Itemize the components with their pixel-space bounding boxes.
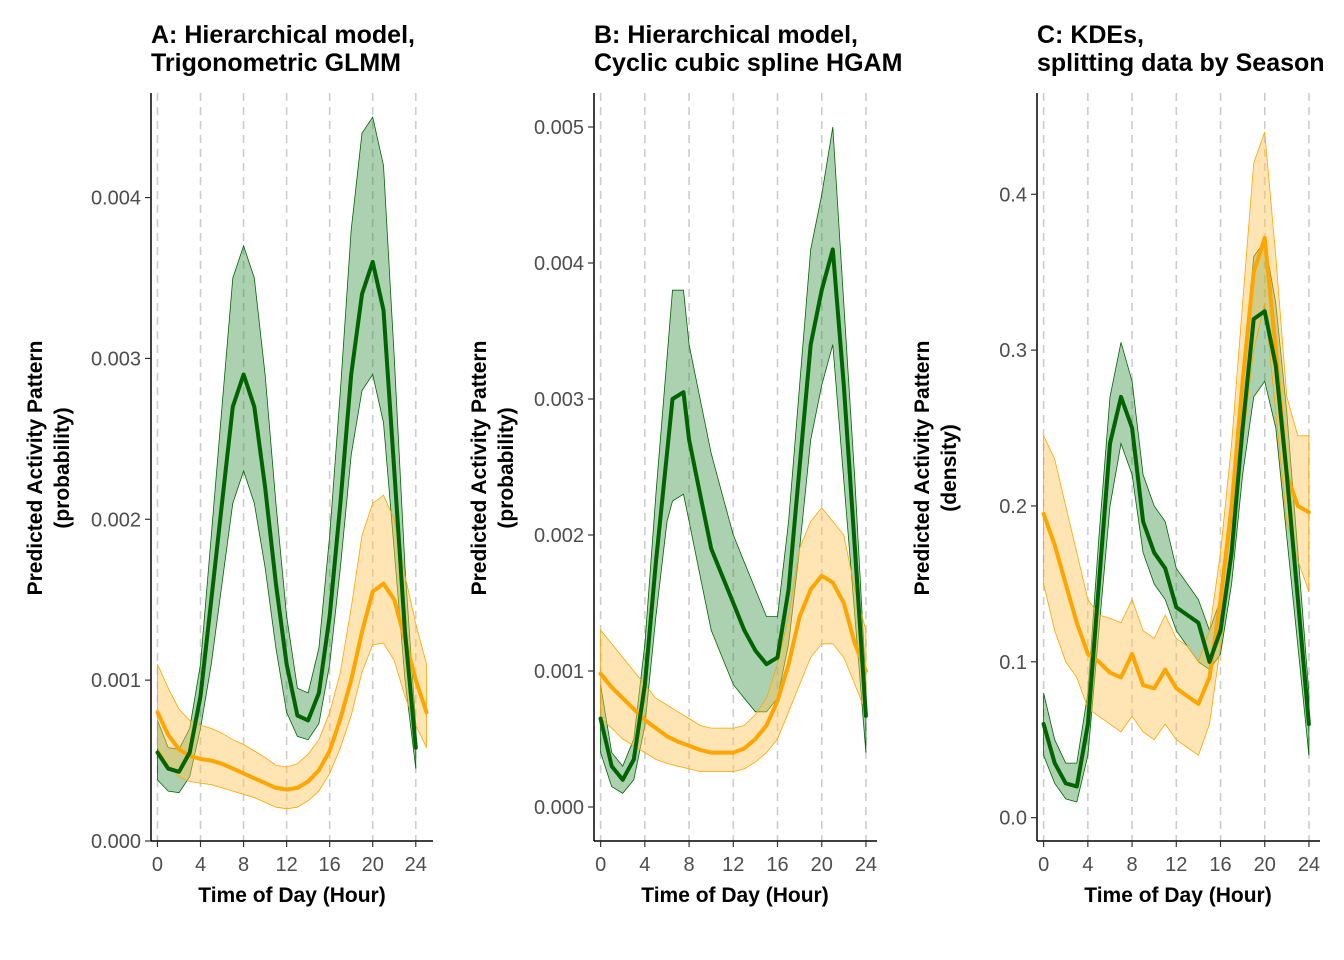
panel-a-y-axis-title-line1: Predicted Activity Pattern (24, 341, 47, 596)
panel-b-x-tick-label: 24 (855, 854, 877, 876)
panel-b-x-tick-label: 0 (595, 854, 606, 876)
panel-a-x-tick-label: 8 (238, 854, 249, 876)
panel-b-y-tick-label: 0.003 (534, 389, 584, 411)
panel-c-x-tick-label: 16 (1209, 854, 1231, 876)
panel-a-x-axis-title: Time of Day (Hour) (198, 884, 385, 907)
panel-c-y-tick-label: 0.4 (999, 184, 1027, 206)
panel-b-y-axis-title-line2: (probability) (495, 407, 518, 528)
panel-a-x-tick-label: 4 (195, 854, 206, 876)
panel-c-x-tick-label: 24 (1298, 854, 1320, 876)
panel-a-green-line (155, 259, 418, 774)
panel-a: A: Hierarchical model, Trigonometric GLM… (24, 21, 433, 907)
panel-b-x-tick-label: 8 (684, 854, 695, 876)
panel-c-x-tick-label: 8 (1127, 854, 1138, 876)
panel-b-y-tick-label: 0.001 (534, 661, 584, 683)
panel-c-green-ci-band (1043, 239, 1310, 803)
panel-a-title-line1: A: Hierarchical model, (151, 21, 415, 49)
panel-a-x-tick-label: 20 (362, 854, 384, 876)
panel-c-lines (1041, 235, 1311, 789)
panel-a-x-tick-label: 16 (319, 854, 341, 876)
panel-b-lines (598, 247, 868, 782)
panel-b-y-axis-title-line1: Predicted Activity Pattern (468, 341, 491, 596)
panel-b-x-ticks: 0 4 8 12 16 20 24 (595, 841, 877, 876)
panel-c: C: KDEs, splitting data by Season 0.0 0.1… (911, 21, 1325, 907)
panel-a-y-ticks: 0.000 0.001 0.002 0.003 0.004 (91, 188, 151, 853)
panel-a-x-tick-label: 12 (275, 854, 297, 876)
panel-a-y-tick-label: 0.000 (91, 831, 141, 853)
panel-b-x-axis-title: Time of Day (Hour) (641, 884, 828, 907)
panel-c-y-axis-title-line1: Predicted Activity Pattern (911, 341, 934, 596)
panel-c-y-tick-label: 0.3 (999, 340, 1027, 362)
panel-a-y-axis-title-line2: (probability) (51, 407, 74, 528)
panel-c-y-tick-label: 0.2 (999, 496, 1027, 518)
panel-c-y-tick-label: 0.1 (999, 652, 1027, 674)
panel-c-bands (1043, 131, 1310, 803)
panel-b-green-ci-band (600, 126, 867, 794)
panel-b-orange-line (598, 573, 868, 755)
panel-b-x-tick-label: 16 (766, 854, 788, 876)
panel-b: B: Hierarchical model, Cyclic cubic spli… (468, 21, 902, 907)
panel-c-y-ticks: 0.0 0.1 0.2 0.3 0.4 (999, 184, 1037, 830)
panel-c-x-tick-label: 0 (1038, 854, 1049, 876)
panel-c-x-tick-label: 12 (1165, 854, 1187, 876)
panel-b-y-ticks: 0.000 0.001 0.002 0.003 0.004 0.005 (534, 117, 594, 819)
panel-a-y-tick-label: 0.003 (91, 348, 141, 370)
panel-c-x-ticks: 0 4 8 12 16 20 24 (1038, 841, 1320, 876)
panel-c-x-tick-label: 4 (1082, 854, 1093, 876)
panel-c-title-line2: splitting data by Season (1037, 49, 1325, 77)
panel-c-title-line1: C: KDEs, (1037, 21, 1144, 49)
panel-a-bands (157, 116, 427, 810)
panel-a-orange-ci-band (157, 494, 427, 810)
panel-c-x-axis-title: Time of Day (Hour) (1084, 884, 1271, 907)
panel-b-title-line1: B: Hierarchical model, (594, 21, 858, 49)
panel-b-y-tick-label: 0.000 (534, 797, 584, 819)
panel-b-y-tick-label: 0.004 (534, 253, 584, 275)
panel-a-y-tick-label: 0.002 (91, 509, 141, 531)
panel-b-green-line (598, 247, 868, 782)
panel-b-y-tick-label: 0.005 (534, 117, 584, 139)
panel-a-x-tick-label: 24 (405, 854, 427, 876)
panel-c-orange-line (1041, 235, 1311, 706)
panel-b-x-tick-label: 20 (811, 854, 833, 876)
panel-a-orange-line (155, 581, 429, 792)
panel-b-y-tick-label: 0.002 (534, 525, 584, 547)
panel-a-x-ticks: 0 4 8 12 16 20 24 (152, 841, 427, 876)
panel-a-x-tick-label: 0 (152, 854, 163, 876)
panel-a-lines (155, 259, 429, 792)
panel-b-x-tick-label: 4 (639, 854, 650, 876)
panel-b-x-tick-label: 12 (722, 854, 744, 876)
panel-a-green-ci-band (157, 116, 417, 794)
panel-a-title-line2: Trigonometric GLMM (151, 49, 401, 77)
panel-a-y-tick-label: 0.001 (91, 670, 141, 692)
panel-b-title-line2: Cyclic cubic spline HGAM (594, 49, 902, 77)
panel-c-x-tick-label: 20 (1254, 854, 1276, 876)
panel-c-green-line (1041, 309, 1311, 789)
panel-a-y-tick-label: 0.004 (91, 188, 141, 210)
panel-c-y-axis-title-line2: (density) (938, 424, 961, 512)
panel-c-y-tick-label: 0.0 (999, 808, 1027, 830)
panel-c-orange-ci-band (1043, 131, 1310, 756)
